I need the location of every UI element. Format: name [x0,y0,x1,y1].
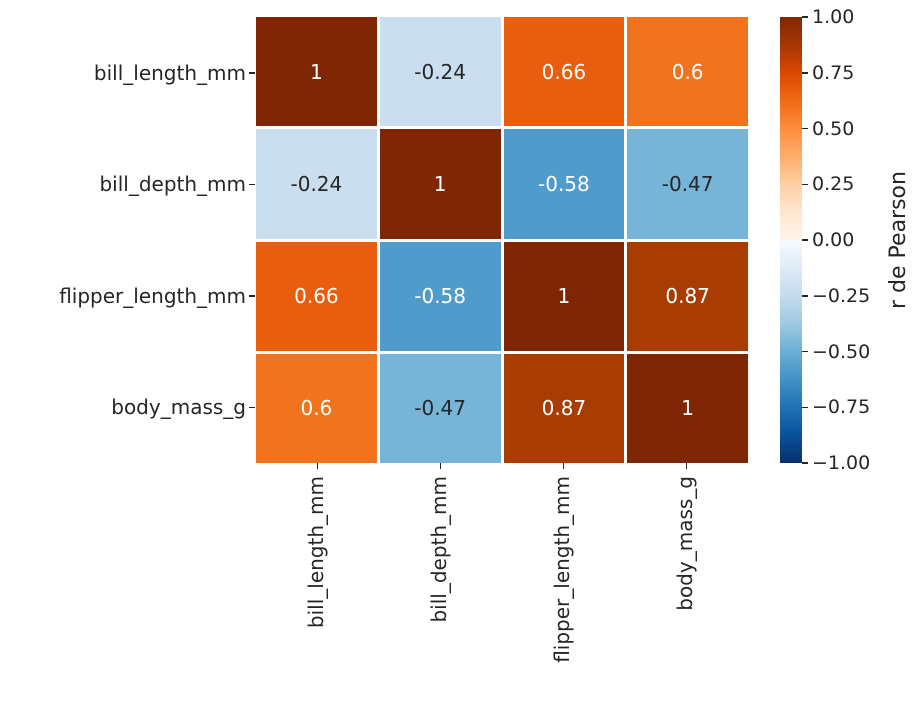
heatmap-cell-bill_depth_mm-bill_depth_mm: 1 [379,129,501,239]
colorbar-tick-mark [802,462,808,464]
colorbar-tick-label-0.00: 0.00 [812,229,855,251]
x-tick-mark [316,463,319,469]
heatmap-cell-body_mass_g-body_mass_g: 1 [627,353,748,463]
colorbar-tick-mark [802,127,808,130]
colorbar-axis-label: r de Pearson [885,171,911,309]
colorbar-tick-mark [802,183,808,185]
x-tick-mark [685,463,688,469]
y-tick-mark [249,295,255,297]
colorbar-tick-mark [802,239,808,241]
colorbar-tick-label-0.50: 0.50 [812,117,855,140]
x-tick-label-bill_depth_mm: bill_depth_mm [426,476,451,623]
x-tick-label-flipper_length_mm: flipper_length_mm [549,476,574,663]
colorbar-tick-mark [802,406,808,408]
y-tick-mark [249,406,255,408]
colorbar-tick-label-−1.00: −1.00 [812,452,871,474]
heatmap-cell-bill_length_mm-bill_length_mm: 1 [256,17,377,127]
heatmap-cell-flipper_length_mm-flipper_length_mm: 1 [503,241,625,351]
colorbar-tick-label-−0.25: −0.25 [812,284,871,307]
heatmap-cell-bill_depth_mm-bill_length_mm: -0.24 [256,129,377,239]
heatmap-cell-flipper_length_mm-bill_depth_mm: -0.58 [379,241,501,351]
heatmap-cell-bill_length_mm-flipper_length_mm: 0.66 [503,17,625,127]
colorbar-tick-label-1.00: 1.00 [812,6,855,28]
heatmap-cell-bill_length_mm-body_mass_g: 0.6 [627,17,748,127]
y-tick-label-bill_length_mm: bill_length_mm [93,60,246,85]
heatmap-cell-bill_depth_mm-body_mass_g: -0.47 [627,129,748,239]
heatmap-cell-body_mass_g-flipper_length_mm: 0.87 [503,353,625,463]
y-tick-mark [249,183,255,185]
y-tick-mark [249,72,255,74]
colorbar-tick-label-0.75: 0.75 [812,61,855,84]
colorbar-tick-label-−0.75: −0.75 [812,396,871,419]
colorbar-tick-mark [802,72,808,74]
y-tick-label-bill_depth_mm: bill_depth_mm [99,172,246,197]
heatmap-cell-body_mass_g-bill_length_mm: 0.6 [256,353,377,463]
heatmap-grid: 1 -0.24 0.66 0.6 -0.24 1 -0.58 -0.47 0.66 -0.58 1 0… [256,17,748,463]
y-tick-label-body_mass_g: body_mass_g [111,395,246,420]
colorbar-tick-mark [802,295,808,297]
x-tick-label-body_mass_g: body_mass_g [672,476,697,611]
heatmap-cell-flipper_length_mm-bill_length_mm: 0.66 [256,241,377,351]
heatmap-cell-body_mass_g-bill_depth_mm: -0.47 [379,353,501,463]
colorbar-tick-mark [802,350,808,353]
x-tick-label-bill_length_mm: bill_length_mm [303,476,328,629]
heatmap-cell-bill_length_mm-bill_depth_mm: -0.24 [379,17,501,127]
heatmap-cell-flipper_length_mm-body_mass_g: 0.87 [627,241,748,351]
heatmap-cell-bill_depth_mm-flipper_length_mm: -0.58 [503,129,625,239]
x-tick-mark [439,463,442,469]
colorbar [780,17,802,463]
y-tick-label-flipper_length_mm: flipper_length_mm [59,283,246,308]
colorbar-tick-label-−0.50: −0.50 [812,340,871,363]
x-tick-mark [562,463,565,469]
colorbar-tick-label-0.25: 0.25 [812,173,855,196]
colorbar-tick-mark [802,16,808,18]
